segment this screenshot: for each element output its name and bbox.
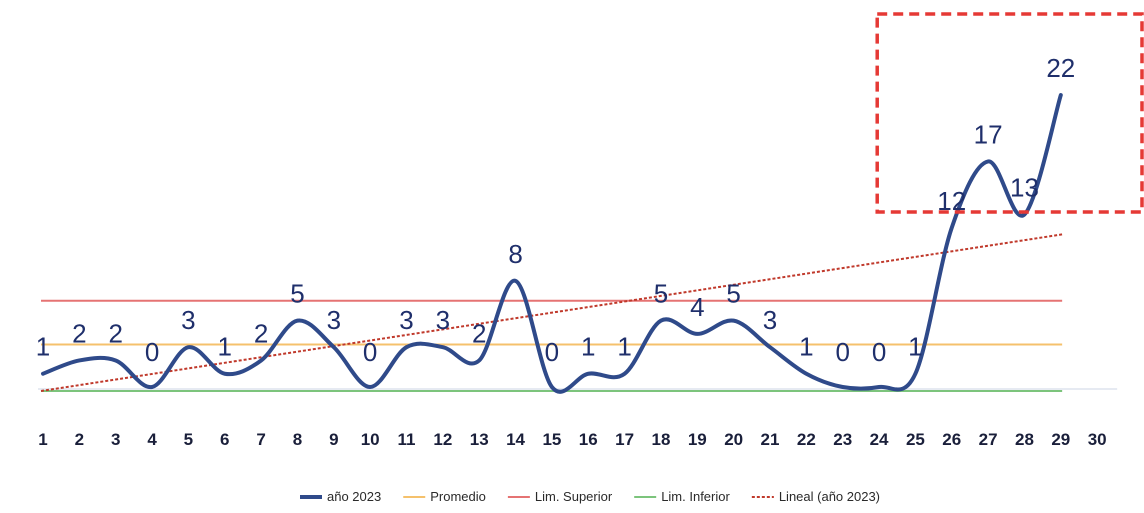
x-tick-label: 3 (111, 430, 120, 449)
data-label: 4 (690, 292, 704, 322)
legend-item: Lim. Inferior (634, 489, 730, 504)
legend-label: Lim. Inferior (661, 489, 730, 504)
series-layer (41, 93, 1063, 394)
legend-item: Lim. Superior (507, 489, 613, 504)
data-label: 5 (726, 279, 740, 309)
x-tick-label: 24 (870, 430, 889, 449)
x-tick-label: 27 (979, 430, 998, 449)
x-tick-label: 13 (470, 430, 489, 449)
data-label: 0 (872, 337, 886, 367)
legend-label: Promedio (430, 489, 486, 504)
x-tick-label: 2 (75, 430, 84, 449)
legend-item: año 2023 (300, 489, 381, 504)
x-tick-label: 23 (833, 430, 852, 449)
x-tick-label: 15 (542, 430, 561, 449)
data-label: 5 (290, 279, 304, 309)
x-tick-label: 12 (433, 430, 452, 449)
legend-label: Lim. Superior (535, 489, 613, 504)
x-tick-label: 20 (724, 430, 743, 449)
x-tick-label: 7 (256, 430, 265, 449)
legend-item: Promedio (403, 489, 486, 504)
data-label: 0 (363, 337, 377, 367)
x-tick-label: 10 (361, 430, 380, 449)
x-tick-label: 16 (579, 430, 598, 449)
x-tick-label: 21 (761, 430, 780, 449)
data-label: 1 (799, 332, 813, 362)
data-label: 3 (327, 305, 341, 335)
data-label: 22 (1046, 53, 1075, 83)
data-label: 0 (545, 337, 559, 367)
data-label: 2 (108, 318, 122, 348)
x-axis: 1 2 3 4 5 6 7 8 9 10 11 12 13 14 15 16 17 18 19 20 21 22 23 24 2… (38, 388, 1118, 449)
x-tick-label: 22 (797, 430, 816, 449)
legend-label: Lineal (año 2023) (779, 489, 880, 504)
data-label: 0 (835, 337, 849, 367)
x-tick-label: 1 (38, 430, 47, 449)
highlight-box (875, 12, 1144, 214)
x-tick-label: 26 (942, 430, 961, 449)
data-label: 2 (254, 318, 268, 348)
x-tick-label: 28 (1015, 430, 1034, 449)
x-tick-label: 29 (1051, 430, 1070, 449)
x-tick-label: 5 (184, 430, 193, 449)
x-tick-label: 9 (329, 430, 338, 449)
x-tick-label: 18 (651, 430, 670, 449)
data-label: 0 (145, 337, 159, 367)
data-label: 3 (763, 305, 777, 335)
data-label: 1 (908, 332, 922, 362)
x-tick-label: 11 (398, 430, 416, 449)
data-label: 8 (508, 239, 522, 269)
data-label: 3 (436, 305, 450, 335)
data-label: 2 (472, 318, 486, 348)
x-tick-label: 30 (1088, 430, 1107, 449)
data-label: 5 (654, 279, 668, 309)
x-tick-label: 14 (506, 430, 525, 449)
data-label: 3 (181, 305, 195, 335)
data-label: 1 (581, 332, 595, 362)
x-tick-label: 17 (615, 430, 634, 449)
x-tick-label: 4 (147, 430, 157, 449)
x-tick-label: 19 (688, 430, 707, 449)
x-tick-label: 6 (220, 430, 229, 449)
data-label: 1 (218, 332, 232, 362)
data-label: 1 (617, 332, 631, 362)
annotations (875, 12, 1144, 214)
legend: año 2023 Promedio Lim. Superior Lim. Inferi… (300, 489, 880, 504)
x-tick-label: 25 (906, 430, 925, 449)
data-label: 2 (72, 318, 86, 348)
data-label: 17 (974, 119, 1003, 149)
series-line-ano-2023 (41, 93, 1063, 394)
legend-label: año 2023 (327, 489, 381, 504)
x-tick-label: 8 (293, 430, 302, 449)
data-label: 13 (1010, 172, 1039, 202)
data-label: 1 (36, 332, 50, 362)
legend-item: Lineal (año 2023) (751, 489, 880, 504)
data-label: 3 (399, 305, 413, 335)
